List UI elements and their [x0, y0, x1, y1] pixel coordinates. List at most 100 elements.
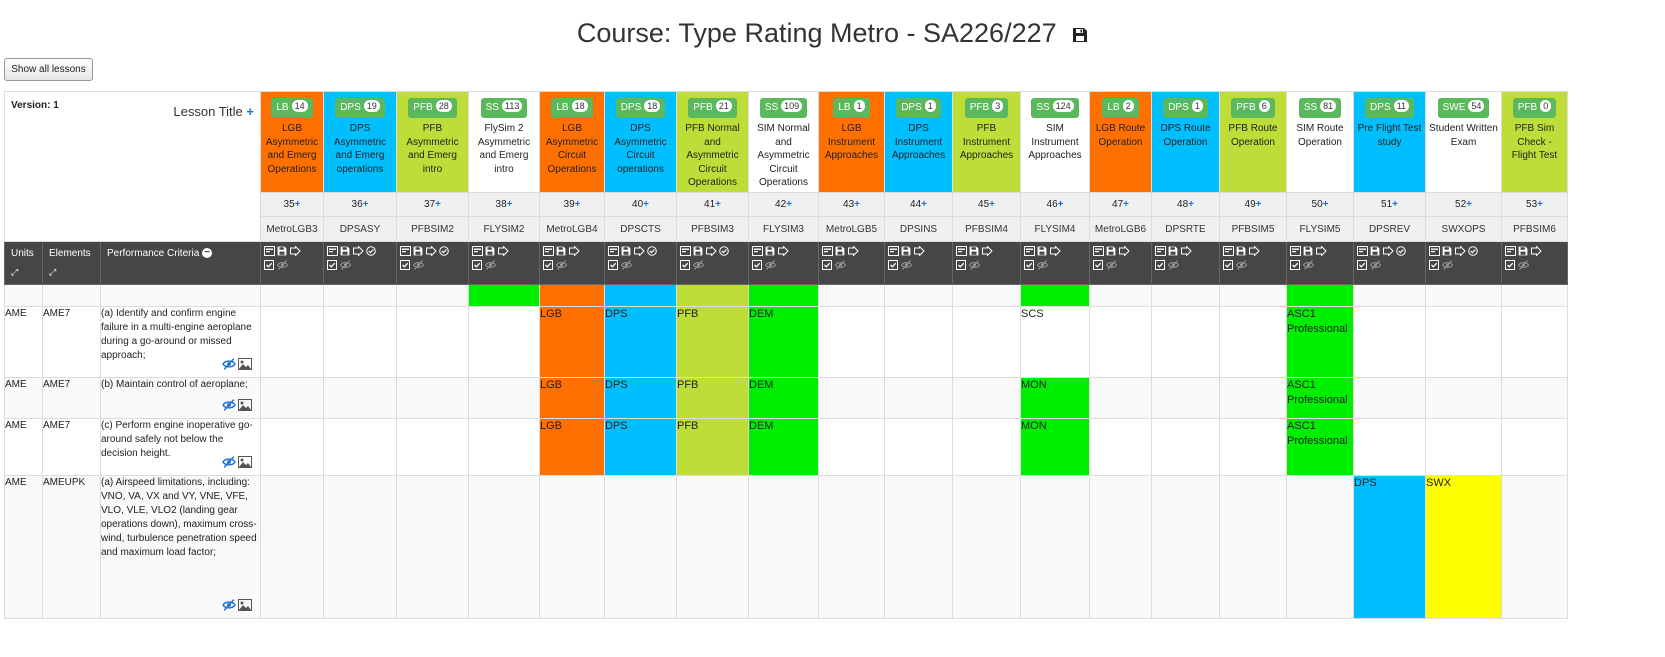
save-icon[interactable] — [765, 246, 776, 256]
eye-slash-icon[interactable] — [1106, 260, 1117, 271]
check-circle-icon[interactable] — [647, 246, 658, 257]
assessment-cell[interactable]: PFB — [676, 418, 749, 476]
add-icon[interactable]: + — [435, 199, 441, 210]
save-icon[interactable] — [1106, 246, 1117, 256]
checkbox-icon[interactable] — [608, 260, 619, 271]
eye-slash-icon[interactable] — [485, 260, 496, 271]
lesson-type-badge[interactable]: LB 18 — [551, 98, 593, 118]
assessment-cell[interactable] — [604, 475, 677, 619]
assessment-cell[interactable] — [1219, 377, 1287, 419]
save-icon[interactable] — [1442, 246, 1453, 256]
document-icon[interactable] — [822, 246, 833, 257]
image-icon[interactable] — [238, 599, 252, 612]
share-forward-icon[interactable] — [1531, 246, 1542, 257]
assessment-cell[interactable] — [468, 475, 540, 619]
lesson-header[interactable]: SS 109 SIM Normal and Asymmetric Circuit O… — [748, 91, 819, 193]
assessment-cell[interactable] — [1219, 418, 1287, 476]
share-forward-icon[interactable] — [290, 246, 301, 257]
assessment-cell[interactable] — [884, 377, 953, 419]
save-icon[interactable] — [340, 246, 351, 256]
lesson-type-badge[interactable]: SWE 54 — [1437, 98, 1490, 118]
add-icon[interactable]: + — [1057, 199, 1064, 210]
lesson-header[interactable]: PFB 0 PFB Sim Check - Flight Test — [1501, 91, 1568, 193]
assessment-cell[interactable] — [1425, 418, 1502, 476]
document-icon[interactable] — [1093, 246, 1104, 257]
add-icon[interactable]: + — [1537, 199, 1543, 210]
share-forward-icon[interactable] — [1181, 246, 1192, 257]
assessment-cell[interactable] — [884, 418, 953, 476]
assessment-cell[interactable] — [1151, 284, 1220, 307]
document-icon[interactable] — [1155, 246, 1166, 257]
eye-slash-icon[interactable] — [901, 260, 912, 271]
save-icon[interactable] — [1236, 246, 1247, 256]
eye-slash-icon[interactable] — [1303, 260, 1314, 271]
add-icon[interactable]: + — [1188, 199, 1194, 210]
assessment-cell[interactable]: DEM — [748, 418, 819, 476]
add-icon[interactable]: + — [506, 199, 513, 210]
eye-slash-icon[interactable] — [222, 456, 236, 469]
assessment-cell[interactable] — [539, 475, 605, 619]
assessment-cell[interactable] — [818, 475, 885, 619]
document-icon[interactable] — [400, 246, 411, 257]
assessment-cell[interactable] — [323, 306, 397, 378]
share-forward-icon[interactable] — [498, 246, 509, 257]
assessment-cell[interactable]: SWX — [1425, 475, 1502, 619]
share-forward-icon[interactable] — [634, 246, 645, 257]
add-icon[interactable]: + — [643, 199, 649, 210]
assessment-cell[interactable] — [1353, 284, 1426, 307]
assessment-cell[interactable]: DPS — [1353, 475, 1426, 619]
lesson-type-badge[interactable]: PFB 3 — [964, 98, 1009, 118]
lesson-header[interactable]: DPS 19 DPS Asymmetric and Emerg operations — [323, 91, 397, 193]
assessment-cell[interactable] — [952, 306, 1021, 378]
save-icon[interactable] — [901, 246, 912, 256]
assessment-cell[interactable] — [1286, 475, 1354, 619]
collapse-icon[interactable]: − — [202, 248, 213, 259]
lesson-header[interactable]: LB 14 LGB Asymmetric and Emerg Operations — [260, 91, 324, 193]
assessment-cell[interactable] — [818, 306, 885, 378]
eye-slash-icon[interactable] — [222, 358, 236, 371]
check-circle-icon[interactable] — [1396, 246, 1407, 257]
image-icon[interactable] — [238, 456, 252, 469]
share-forward-icon[interactable] — [1119, 246, 1130, 257]
assessment-cell[interactable] — [260, 284, 324, 307]
assessment-cell[interactable] — [818, 284, 885, 307]
eye-slash-icon[interactable] — [621, 260, 632, 271]
criteria-header[interactable]: Performance Criteria − — [100, 241, 261, 285]
assessment-cell[interactable]: DPS — [604, 306, 677, 378]
lesson-type-badge[interactable]: PFB 28 — [408, 98, 457, 118]
assessment-cell[interactable] — [818, 377, 885, 419]
lesson-type-badge[interactable]: PFB 6 — [1231, 98, 1275, 118]
assessment-cell[interactable] — [323, 284, 397, 307]
assessment-cell[interactable] — [1501, 306, 1568, 378]
checkbox-icon[interactable] — [888, 260, 899, 271]
add-icon[interactable]: + — [854, 199, 860, 210]
document-icon[interactable] — [1223, 246, 1234, 257]
assessment-cell[interactable] — [1286, 284, 1354, 307]
save-icon[interactable] — [485, 246, 496, 256]
assessment-cell[interactable] — [1501, 284, 1568, 307]
lesson-header[interactable]: DPS 11 Pre Flight Test study — [1353, 91, 1426, 193]
checkbox-icon[interactable] — [752, 260, 763, 271]
assessment-cell[interactable] — [396, 377, 469, 419]
eye-slash-icon[interactable] — [1370, 260, 1381, 271]
assessment-cell[interactable] — [468, 306, 540, 378]
document-icon[interactable] — [472, 246, 483, 257]
eye-slash-icon[interactable] — [1168, 260, 1179, 271]
assessment-cell[interactable] — [1089, 475, 1152, 619]
add-icon[interactable]: + — [1255, 199, 1262, 210]
assessment-cell[interactable]: LGB — [539, 306, 605, 378]
add-icon[interactable]: + — [362, 199, 369, 210]
share-forward-icon[interactable] — [1383, 246, 1394, 257]
lesson-type-badge[interactable]: DPS 1 — [896, 98, 941, 118]
assessment-cell[interactable] — [260, 418, 324, 476]
add-lesson-icon[interactable]: + — [246, 104, 254, 119]
lesson-type-badge[interactable]: SS 81 — [1298, 98, 1342, 118]
checkbox-icon[interactable] — [1024, 260, 1035, 271]
assessment-cell[interactable]: DEM — [748, 377, 819, 419]
share-forward-icon[interactable] — [982, 246, 993, 257]
assessment-cell[interactable] — [676, 475, 749, 619]
check-circle-icon[interactable] — [719, 246, 730, 257]
share-forward-icon[interactable] — [1249, 246, 1260, 257]
document-icon[interactable] — [1429, 246, 1440, 257]
lesson-type-badge[interactable]: LB 1 — [833, 98, 870, 118]
